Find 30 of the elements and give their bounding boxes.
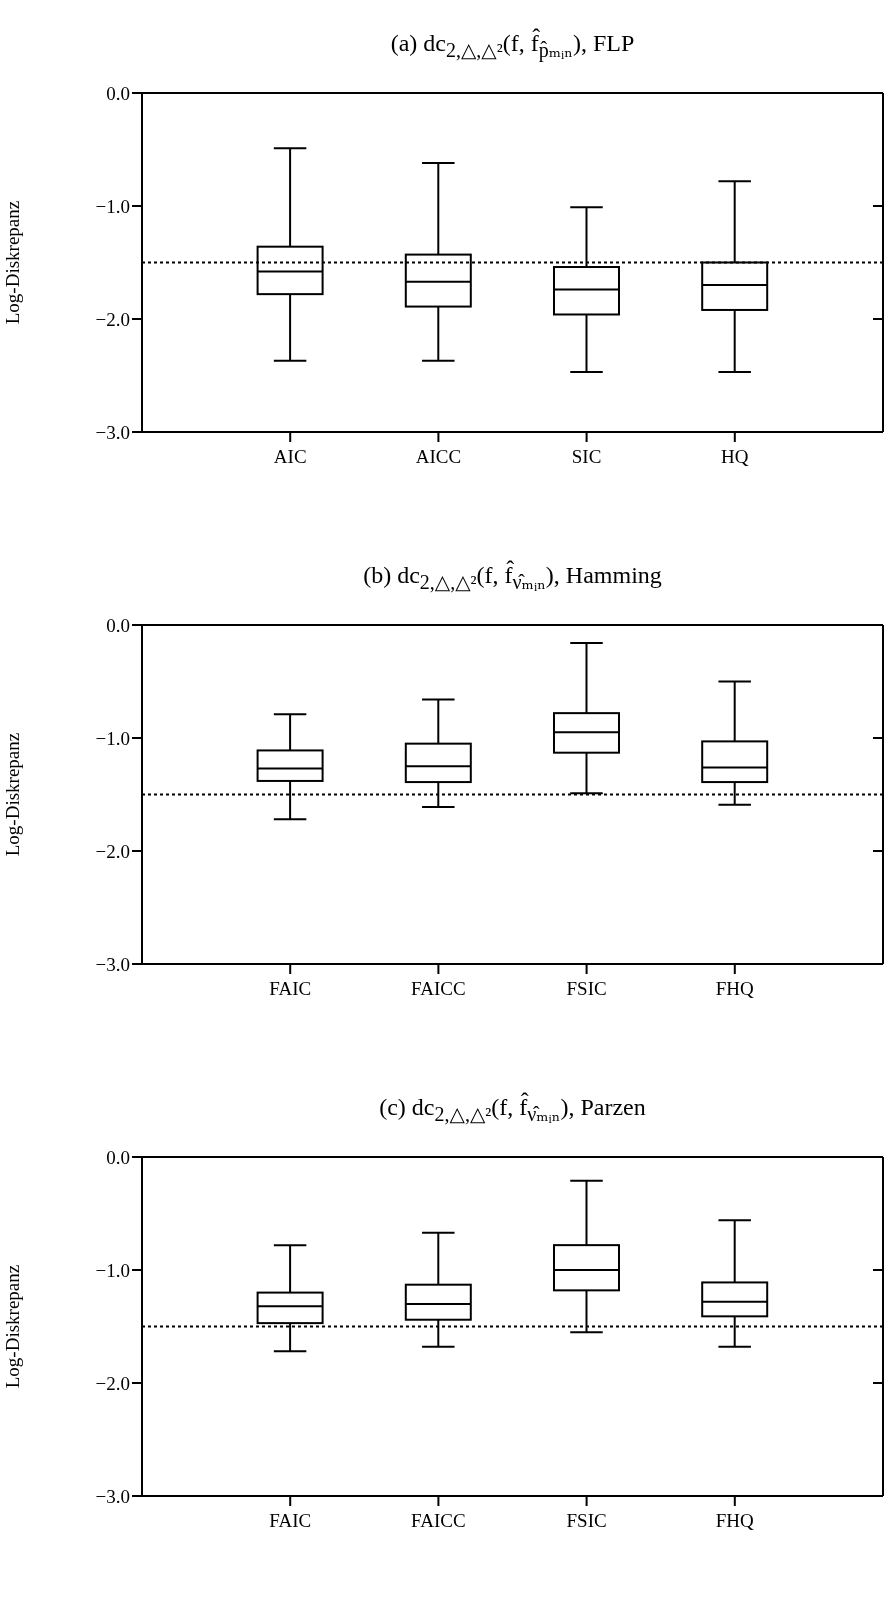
x-tick-label: FSIC bbox=[566, 1510, 607, 1532]
x-tick-label: FHQ bbox=[715, 1510, 755, 1532]
x-tick-label: HQ bbox=[721, 446, 749, 468]
y-tick-label: −2.0 bbox=[95, 1372, 130, 1394]
y-tick-label: −1.0 bbox=[95, 727, 130, 749]
y-axis-title: Log-Diskrepanz bbox=[1, 1264, 23, 1389]
x-tick-label: AICC bbox=[415, 446, 462, 468]
chart-title: (c) dc$_{2,△,△²}$(f, f̂$_{ν̂ₘᵢₙ}$), Parzen bbox=[378, 1094, 647, 1126]
y-tick-label: 0.0 bbox=[106, 1146, 130, 1168]
x-tick-label: FAIC bbox=[269, 1510, 312, 1532]
y-tick-label: 0.0 bbox=[106, 614, 130, 636]
y-tick-label: −2.0 bbox=[95, 840, 130, 862]
x-tick-label: AIC bbox=[273, 446, 307, 468]
x-tick-label: FAICC bbox=[411, 1510, 466, 1532]
x-tick-label: SIC bbox=[571, 446, 602, 468]
y-tick-label: −1.0 bbox=[95, 1259, 130, 1281]
x-tick-label: FSIC bbox=[566, 978, 607, 1000]
x-tick-label: FHQ bbox=[715, 978, 755, 1000]
x-tick-label: FAICC bbox=[411, 978, 466, 1000]
chart-title: (a) dc$_{2,△,△²}$(f, f̂$_{p̂ₘᵢₙ}$), FLP bbox=[389, 30, 636, 62]
y-tick-label: 0.0 bbox=[106, 82, 130, 104]
y-tick-label: −1.0 bbox=[95, 195, 130, 217]
y-tick-label: −3.0 bbox=[95, 421, 130, 443]
chart-title: (b) dc$_{2,△,△²}$(f, f̂$_{ν̂ₘᵢₙ}$), Hamming bbox=[362, 562, 663, 594]
y-tick-label: −3.0 bbox=[95, 953, 130, 975]
y-axis-title: Log-Diskrepanz bbox=[1, 732, 23, 857]
x-tick-label: FAIC bbox=[269, 978, 312, 1000]
y-tick-label: −2.0 bbox=[95, 308, 130, 330]
y-axis-title: Log-Diskrepanz bbox=[1, 200, 23, 325]
y-tick-label: −3.0 bbox=[95, 1485, 130, 1507]
